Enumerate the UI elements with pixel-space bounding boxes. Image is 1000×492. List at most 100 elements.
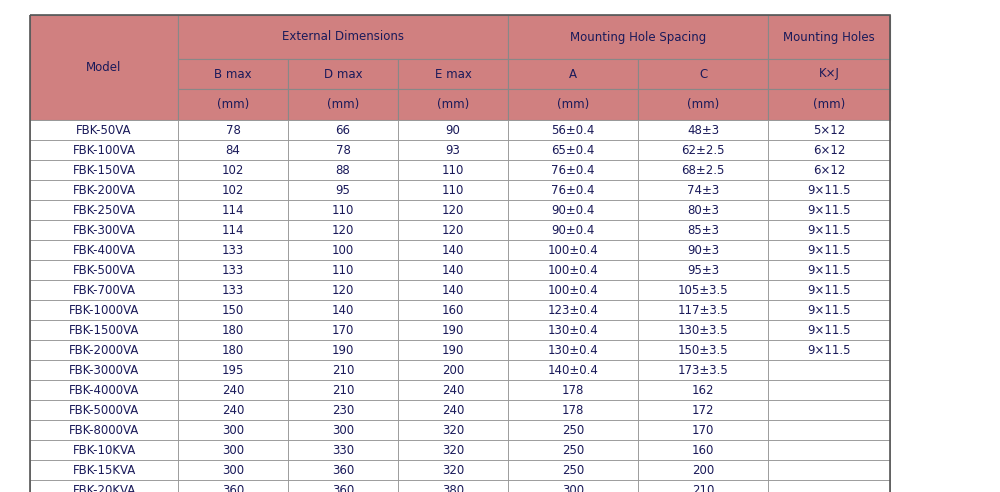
- Bar: [288, 280, 398, 300]
- Bar: [398, 120, 508, 140]
- Text: 100±0.4: 100±0.4: [548, 244, 598, 256]
- Text: 100±0.4: 100±0.4: [548, 283, 598, 297]
- Text: 117±3.5: 117±3.5: [678, 304, 728, 316]
- Text: 162: 162: [692, 383, 714, 397]
- Bar: [508, 89, 638, 120]
- Bar: [638, 280, 768, 300]
- Text: 90±3: 90±3: [687, 244, 719, 256]
- Text: 320: 320: [442, 463, 464, 476]
- Bar: [638, 320, 768, 340]
- Bar: [178, 360, 288, 380]
- Text: 240: 240: [222, 383, 244, 397]
- Bar: [30, 15, 178, 120]
- Bar: [288, 160, 398, 180]
- Bar: [178, 59, 288, 89]
- Text: 100: 100: [332, 244, 354, 256]
- Bar: [288, 89, 398, 120]
- Text: 150±3.5: 150±3.5: [678, 343, 728, 357]
- Bar: [178, 120, 288, 140]
- Bar: [30, 440, 178, 460]
- Text: FBK-150VA: FBK-150VA: [72, 163, 136, 177]
- Bar: [508, 220, 638, 240]
- Bar: [398, 420, 508, 440]
- Bar: [508, 120, 638, 140]
- Bar: [768, 180, 890, 200]
- Text: 110: 110: [442, 184, 464, 196]
- Bar: [638, 120, 768, 140]
- Text: 66: 66: [336, 123, 351, 136]
- Bar: [768, 300, 890, 320]
- Text: 250: 250: [562, 443, 584, 457]
- Text: 74±3: 74±3: [687, 184, 719, 196]
- Text: 173±3.5: 173±3.5: [678, 364, 728, 376]
- Bar: [638, 420, 768, 440]
- Text: 200: 200: [442, 364, 464, 376]
- Bar: [768, 480, 890, 492]
- Text: 93: 93: [446, 144, 460, 156]
- Bar: [30, 120, 178, 140]
- Text: 360: 360: [222, 484, 244, 492]
- Text: 120: 120: [442, 204, 464, 216]
- Bar: [178, 380, 288, 400]
- Text: 6×12: 6×12: [813, 163, 845, 177]
- Text: 300: 300: [222, 424, 244, 436]
- Text: 95: 95: [336, 184, 350, 196]
- Bar: [638, 160, 768, 180]
- Bar: [30, 220, 178, 240]
- Bar: [638, 360, 768, 380]
- Text: 110: 110: [332, 204, 354, 216]
- Bar: [398, 59, 508, 89]
- Text: 120: 120: [442, 223, 464, 237]
- Bar: [398, 480, 508, 492]
- Bar: [30, 300, 178, 320]
- Bar: [30, 160, 178, 180]
- Text: (mm): (mm): [327, 98, 359, 111]
- Text: 123±0.4: 123±0.4: [548, 304, 598, 316]
- Text: 120: 120: [332, 283, 354, 297]
- Text: 90±0.4: 90±0.4: [551, 223, 595, 237]
- Bar: [638, 140, 768, 160]
- Text: 240: 240: [442, 403, 464, 417]
- Bar: [30, 140, 178, 160]
- Bar: [768, 89, 890, 120]
- Bar: [508, 15, 768, 59]
- Bar: [288, 300, 398, 320]
- Bar: [178, 260, 288, 280]
- Bar: [638, 460, 768, 480]
- Text: FBK-50VA: FBK-50VA: [76, 123, 132, 136]
- Text: 178: 178: [562, 403, 584, 417]
- Text: 133: 133: [222, 283, 244, 297]
- Text: 320: 320: [442, 424, 464, 436]
- Bar: [288, 220, 398, 240]
- Text: 130±0.4: 130±0.4: [548, 324, 598, 337]
- Bar: [398, 260, 508, 280]
- Bar: [30, 400, 178, 420]
- Text: 140: 140: [442, 264, 464, 277]
- Text: 9×11.5: 9×11.5: [807, 304, 851, 316]
- Text: D max: D max: [324, 67, 362, 81]
- Text: 150: 150: [222, 304, 244, 316]
- Bar: [398, 220, 508, 240]
- Bar: [288, 240, 398, 260]
- Bar: [178, 280, 288, 300]
- Bar: [30, 340, 178, 360]
- Text: 90±0.4: 90±0.4: [551, 204, 595, 216]
- Bar: [178, 220, 288, 240]
- Bar: [288, 59, 398, 89]
- Text: 110: 110: [442, 163, 464, 177]
- Bar: [768, 340, 890, 360]
- Bar: [288, 200, 398, 220]
- Text: 210: 210: [692, 484, 714, 492]
- Text: 100±0.4: 100±0.4: [548, 264, 598, 277]
- Text: 102: 102: [222, 163, 244, 177]
- Bar: [30, 280, 178, 300]
- Text: FBK-700VA: FBK-700VA: [72, 283, 136, 297]
- Bar: [508, 480, 638, 492]
- Text: 330: 330: [332, 443, 354, 457]
- Text: 105±3.5: 105±3.5: [678, 283, 728, 297]
- Bar: [288, 180, 398, 200]
- Bar: [768, 440, 890, 460]
- Text: 48±3: 48±3: [687, 123, 719, 136]
- Text: 133: 133: [222, 244, 244, 256]
- Bar: [398, 240, 508, 260]
